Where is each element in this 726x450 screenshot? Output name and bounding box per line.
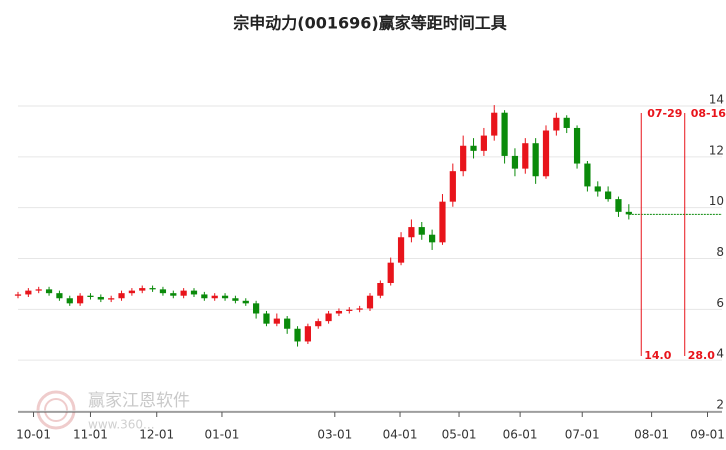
candle-body bbox=[532, 143, 539, 177]
watermark-url: www.360... bbox=[88, 418, 155, 432]
x-tick-label: 05-01 bbox=[442, 428, 477, 442]
candle-body bbox=[615, 199, 622, 212]
x-tick-label: 08-01 bbox=[634, 428, 669, 442]
candle-body bbox=[335, 310, 343, 314]
candle-body bbox=[366, 295, 374, 309]
x-tick-label: 11-01 bbox=[73, 428, 108, 442]
y-tick-label: 14 bbox=[709, 93, 724, 107]
candle-body bbox=[263, 313, 270, 324]
candle-body bbox=[573, 127, 581, 164]
candle-body bbox=[429, 234, 436, 243]
marker-date: 08-16 bbox=[691, 107, 726, 120]
candle-body bbox=[87, 295, 94, 297]
candle-body bbox=[605, 191, 612, 200]
candle-body bbox=[14, 294, 22, 296]
x-tick-label: 10-01 bbox=[16, 428, 51, 442]
candle-body bbox=[584, 163, 591, 187]
candle-body bbox=[511, 155, 519, 169]
candle-body bbox=[273, 318, 280, 324]
candle-body bbox=[201, 294, 208, 299]
candle-body bbox=[470, 145, 477, 151]
candle-body bbox=[439, 201, 446, 243]
candle-body bbox=[149, 288, 156, 290]
chart-title: 宗申动力(001696)赢家等距时间工具 bbox=[233, 14, 506, 33]
y-tick-label: 2 bbox=[716, 398, 724, 412]
candle-body bbox=[542, 130, 550, 177]
candle-body bbox=[45, 289, 53, 294]
candle-body bbox=[35, 289, 42, 291]
candle-body bbox=[480, 135, 487, 151]
marker-span: 14.0 bbox=[644, 349, 671, 362]
candle-body bbox=[77, 295, 84, 304]
x-tick-label: 07-01 bbox=[565, 428, 600, 442]
candle-body bbox=[97, 296, 104, 300]
y-tick-label: 10 bbox=[709, 194, 724, 208]
candle-body bbox=[387, 262, 394, 283]
y-tick-label: 8 bbox=[716, 245, 724, 259]
candle-body bbox=[190, 290, 198, 295]
candle-body bbox=[460, 145, 467, 172]
candle-body bbox=[501, 112, 508, 156]
candle-body bbox=[211, 295, 218, 299]
candle-body bbox=[377, 283, 384, 296]
candle-body bbox=[625, 211, 632, 215]
candle-body bbox=[128, 290, 135, 294]
marker-date: 07-29 bbox=[647, 107, 682, 120]
y-tick-label: 12 bbox=[709, 143, 724, 157]
x-tick-label: 01-01 bbox=[205, 428, 240, 442]
candle-body bbox=[563, 117, 570, 128]
candle-body bbox=[491, 112, 498, 136]
x-tick-label: 04-01 bbox=[383, 428, 418, 442]
x-tick-label: 12-01 bbox=[139, 428, 174, 442]
candle-body bbox=[346, 309, 353, 311]
x-tick-label: 03-01 bbox=[317, 428, 352, 442]
candle-body bbox=[180, 290, 187, 296]
candle-body bbox=[408, 227, 415, 238]
candle-body bbox=[315, 321, 322, 327]
candle-body bbox=[449, 171, 456, 202]
candle-body bbox=[159, 289, 167, 294]
candle-body bbox=[294, 328, 301, 342]
candle-body bbox=[242, 300, 249, 304]
candle-body bbox=[170, 293, 177, 296]
candle-body bbox=[284, 318, 291, 329]
watermark: 赢家江恩软件 bbox=[88, 391, 190, 411]
x-tick-label: 06-01 bbox=[503, 428, 538, 442]
x-tick-label: 09-01 bbox=[690, 428, 725, 442]
candle-body bbox=[522, 143, 529, 169]
candle-body bbox=[418, 227, 425, 235]
candle-body bbox=[325, 313, 332, 322]
candle-body bbox=[397, 237, 405, 263]
y-tick-label: 4 bbox=[716, 347, 724, 361]
candle-body bbox=[56, 293, 63, 299]
candle-body bbox=[594, 186, 601, 192]
candle-body bbox=[356, 308, 363, 310]
candle-body bbox=[232, 298, 239, 301]
candle-body bbox=[25, 290, 32, 295]
candle-body bbox=[304, 326, 311, 342]
candle-body bbox=[253, 303, 260, 314]
candle-body bbox=[553, 117, 560, 131]
marker-span: 28.0 bbox=[688, 349, 715, 362]
y-tick-label: 6 bbox=[716, 296, 724, 310]
candle-body bbox=[221, 295, 229, 299]
candle-body bbox=[66, 298, 73, 304]
candle-body bbox=[118, 293, 125, 299]
candle-body bbox=[139, 288, 146, 291]
watermark-logo bbox=[36, 390, 76, 430]
candle-body bbox=[108, 298, 115, 300]
